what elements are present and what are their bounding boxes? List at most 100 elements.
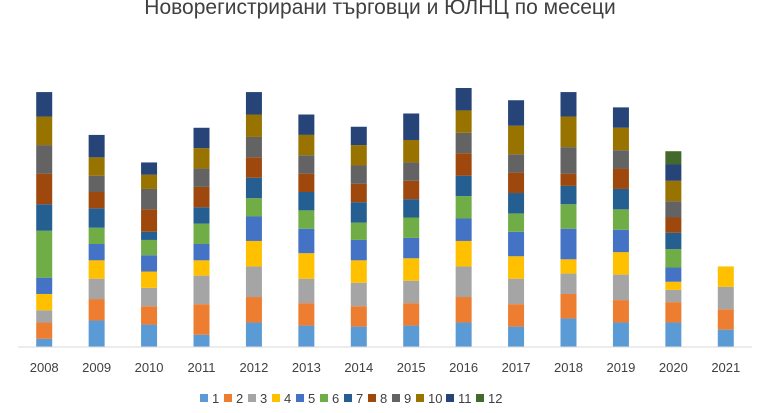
bar-segment-2010-series-4: [141, 271, 158, 288]
legend-swatch-2: [224, 394, 232, 402]
bar-segment-2017-series-7: [508, 193, 525, 214]
bar-segment-2011-series-1: [193, 334, 210, 347]
bar-segment-2015-series-10: [403, 140, 420, 163]
chart-title: Новорегистрирани търговци и ЮЛНЦ по месе…: [144, 0, 615, 19]
bar-segment-2014-series-7: [350, 202, 367, 223]
bar-segment-2008-series-3: [36, 310, 53, 323]
bar-segment-2014-series-2: [350, 306, 367, 327]
bar-segment-2009-series-11: [88, 134, 105, 158]
bar-segment-2008-series-4: [36, 293, 53, 311]
bar-segment-2020-series-6: [665, 249, 682, 268]
bar-segment-2011-series-6: [193, 223, 210, 245]
bar-segment-2018-series-1: [560, 318, 577, 347]
bar-segment-2010-series-10: [141, 174, 158, 189]
bar-segment-2013-series-1: [298, 325, 315, 347]
bar-segment-2017-series-9: [508, 154, 525, 173]
bar-segment-2020-series-4: [665, 281, 682, 290]
bar-segment-2017-series-11: [508, 100, 525, 126]
bar-segment-2018-series-2: [560, 293, 577, 319]
x-tick-label-2009: 2009: [82, 360, 111, 375]
bar-segment-2008-series-10: [36, 116, 53, 146]
bar-segment-2011-series-2: [193, 304, 210, 335]
bar-segment-2018-series-11: [560, 92, 577, 117]
legend-swatch-12: [476, 394, 484, 402]
bars-group: [36, 88, 734, 347]
bar-segment-2008-series-11: [36, 92, 53, 117]
bar-segment-2019-series-5: [612, 229, 629, 253]
bar-segment-2014-series-3: [350, 282, 367, 307]
bar-segment-2019-series-10: [612, 127, 629, 151]
bar-segment-2014-series-11: [350, 126, 367, 146]
bar-segment-2011-series-4: [193, 260, 210, 276]
bar-segment-2020-series-8: [665, 217, 682, 233]
bar-segment-2012-series-7: [245, 177, 262, 199]
bar-segment-2008-series-7: [36, 204, 53, 231]
bar-segment-2012-series-11: [245, 92, 262, 115]
bar-segment-2019-series-8: [612, 168, 629, 189]
bar-segment-2013-series-11: [298, 114, 315, 135]
bar-segment-2009-series-5: [88, 244, 105, 261]
bar-segment-2012-series-4: [245, 240, 262, 267]
legend-swatch-1: [200, 394, 208, 402]
bar-segment-2010-series-11: [141, 162, 158, 175]
legend-swatch-11: [446, 394, 454, 402]
bar-segment-2012-series-8: [245, 157, 262, 178]
legend-label-7: 7: [356, 391, 363, 406]
bar-segment-2016-series-7: [455, 175, 472, 197]
bar-segment-2014-series-6: [350, 222, 367, 240]
bar-segment-2014-series-10: [350, 145, 367, 166]
bar-segment-2012-series-6: [245, 198, 262, 217]
bar-segment-2009-series-3: [88, 278, 105, 300]
bar-segment-2017-series-8: [508, 172, 525, 194]
bar-segment-2012-series-2: [245, 297, 262, 323]
bar-segment-2010-series-5: [141, 255, 158, 272]
bar-segment-2012-series-3: [245, 266, 262, 298]
bar-segment-2021-series-2: [717, 309, 734, 330]
bar-segment-2008-series-6: [36, 230, 53, 278]
bar-segment-2009-series-2: [88, 299, 105, 321]
bar-segment-2015-series-6: [403, 217, 420, 238]
bar-segment-2010-series-9: [141, 188, 158, 210]
bar-segment-2019-series-3: [612, 274, 629, 301]
legend-swatch-5: [296, 394, 304, 402]
x-tick-label-2011: 2011: [188, 360, 216, 375]
bar-segment-2012-series-1: [245, 322, 262, 347]
bar-segment-2017-series-5: [508, 231, 525, 257]
bar-segment-2011-series-9: [193, 168, 210, 187]
bar-segment-2016-series-5: [455, 218, 472, 241]
bar-segment-2019-series-1: [612, 322, 629, 347]
bar-segment-2019-series-6: [612, 209, 629, 230]
legend-label-8: 8: [380, 391, 387, 406]
bar-segment-2018-series-3: [560, 273, 577, 294]
bar-segment-2009-series-8: [88, 192, 105, 209]
bar-segment-2008-series-2: [36, 322, 53, 339]
bar-segment-2020-series-3: [665, 289, 682, 303]
bar-segment-2013-series-2: [298, 303, 315, 326]
legend-swatch-10: [416, 394, 424, 402]
x-tick-label-2017: 2017: [502, 360, 531, 375]
bar-segment-2015-series-5: [403, 237, 420, 259]
legend-swatch-8: [368, 394, 376, 402]
x-tick-label-2018: 2018: [554, 360, 583, 375]
bar-segment-2015-series-8: [403, 180, 420, 200]
bar-segment-2020-series-5: [665, 267, 682, 282]
bar-segment-2016-series-10: [455, 110, 472, 133]
bar-segment-2011-series-5: [193, 244, 210, 261]
bar-segment-2010-series-8: [141, 209, 158, 232]
bar-segment-2011-series-10: [193, 148, 210, 169]
bar-segment-2013-series-10: [298, 134, 315, 156]
bar-segment-2014-series-8: [350, 183, 367, 203]
bar-segment-2014-series-5: [350, 239, 367, 261]
bar-segment-2015-series-2: [403, 303, 420, 326]
bar-segment-2009-series-9: [88, 175, 105, 192]
bar-segment-2016-series-3: [455, 266, 472, 298]
bar-segment-2010-series-1: [141, 324, 158, 347]
bar-segment-2010-series-6: [141, 239, 158, 256]
legend-swatch-4: [272, 394, 280, 402]
bar-segment-2018-series-7: [560, 185, 577, 205]
legend-swatch-7: [344, 394, 352, 402]
x-tick-label-2014: 2014: [344, 360, 373, 375]
bar-segment-2017-series-10: [508, 125, 525, 155]
bar-segment-2014-series-9: [350, 165, 367, 184]
bar-segment-2017-series-1: [508, 326, 525, 347]
